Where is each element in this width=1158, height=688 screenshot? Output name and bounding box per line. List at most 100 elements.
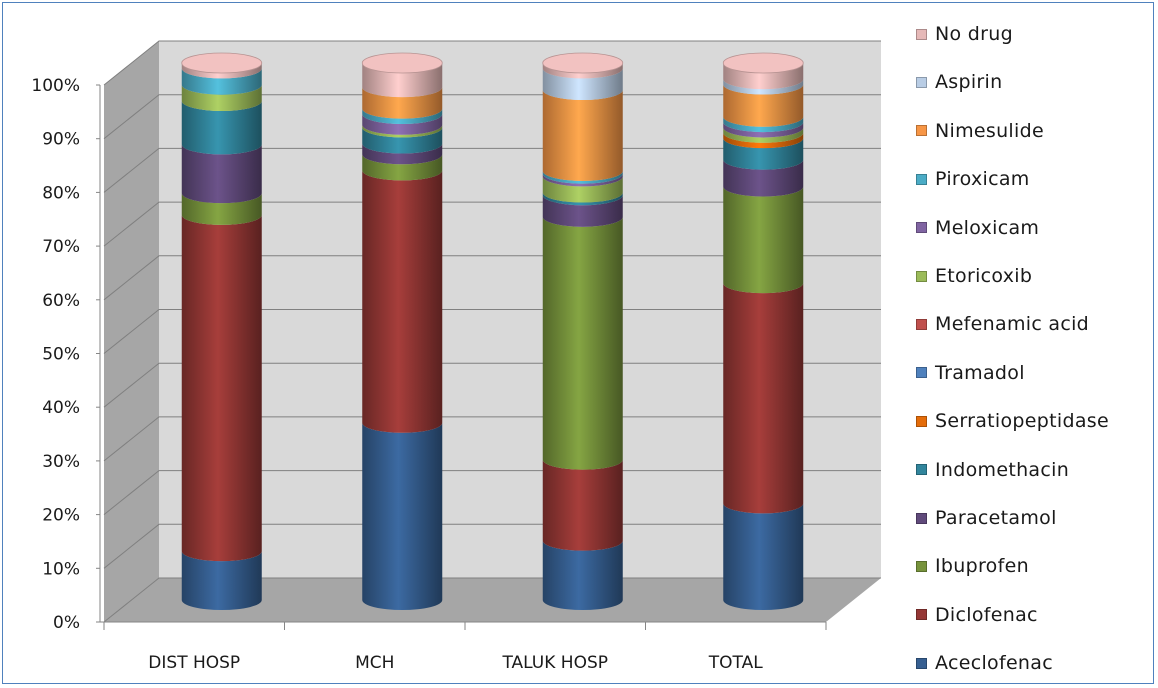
- bar-segment: [362, 108, 443, 125]
- gridline: [103, 40, 881, 86]
- bar-segment: [181, 68, 262, 95]
- x-tick-label: TALUK HOSP: [501, 653, 608, 673]
- bar-segment: [362, 114, 443, 135]
- legend-item: Meloxicam: [916, 216, 1039, 240]
- y-tick-label: 30%: [42, 452, 80, 472]
- bar-segment: [542, 173, 623, 187]
- gridline: [103, 470, 881, 515]
- bar-segment: [542, 89, 623, 181]
- legend-swatch: [916, 609, 927, 621]
- legend-label: Diclofenac: [935, 603, 1038, 626]
- legend-label: Aceclofenac: [935, 652, 1053, 675]
- legend-item: Diclofenac: [916, 603, 1038, 627]
- bar-segment: [723, 503, 804, 610]
- legend-swatch: [916, 367, 927, 379]
- y-tick-label: 100%: [31, 76, 80, 96]
- legend-swatch: [916, 415, 927, 427]
- bar-segment: [362, 143, 443, 165]
- legend-swatch: [916, 28, 927, 40]
- legend-label: Ibuprofen: [935, 555, 1029, 578]
- bar-segment: [181, 214, 262, 562]
- bar-top-cap: [722, 52, 804, 74]
- bars: [181, 52, 804, 610]
- bar-segment: [181, 551, 262, 610]
- legend-item: Mefenamic acid: [916, 312, 1089, 336]
- bar-segment: [362, 127, 443, 154]
- legend-item: Piroxicam: [916, 167, 1030, 191]
- legend-item: Ibuprofen: [916, 554, 1029, 578]
- legend-label: Indomethacin: [935, 458, 1070, 481]
- legend-label: Meloxicam: [935, 216, 1040, 239]
- bar-segment: [542, 68, 623, 100]
- gridline: [103, 416, 881, 462]
- legend-swatch: [916, 76, 927, 88]
- gridline: [103, 201, 881, 247]
- bar-segment: [542, 192, 623, 206]
- bar-segment: [362, 63, 443, 98]
- y-tick-label: 10%: [42, 559, 80, 579]
- gridlines: [103, 40, 881, 623]
- floor: [104, 578, 881, 622]
- legend-label: Piroxicam: [935, 168, 1030, 191]
- legend-item: Indomethacin: [916, 458, 1069, 482]
- legend-item: No drug: [916, 22, 1013, 46]
- x-tick-label: MCH: [355, 653, 394, 673]
- bar-top-cap: [542, 52, 624, 74]
- y-tick-label: 50%: [42, 345, 80, 365]
- bar-segment: [362, 170, 443, 433]
- legend-label: Nimesulide: [935, 119, 1044, 142]
- legend-swatch: [916, 222, 927, 234]
- bar-segment: [542, 459, 623, 551]
- legend-label: Etoricoxib: [935, 265, 1033, 287]
- bar-segment: [181, 100, 262, 155]
- gridline: [103, 94, 881, 140]
- bar-segment: [542, 540, 623, 610]
- gridline: [103, 523, 881, 569]
- legend-label: Serratiopeptidase: [935, 410, 1109, 433]
- legend-swatch: [916, 657, 927, 669]
- gridline: [103, 362, 881, 408]
- legend-item: Serratiopeptidase: [916, 409, 1109, 433]
- bar-segment: [723, 79, 804, 95]
- bar-top-cap: [181, 52, 263, 74]
- bar-segment: [542, 176, 623, 203]
- y-axis-ticks: 0% 10% 20% 30% 40% 50% 60% 70% 80% 90% 100%: [31, 76, 101, 633]
- bar-segment: [723, 84, 804, 127]
- legend-label: Paracetamol: [935, 507, 1057, 529]
- bar-segment: [362, 124, 443, 138]
- bar-segment: [362, 154, 443, 181]
- y-tick-label: 80%: [42, 183, 80, 203]
- legend-item: Tramadol: [916, 361, 1025, 385]
- legend-label: Mefenamic acid: [935, 313, 1090, 336]
- y-tick-label: 70%: [42, 237, 80, 257]
- bar-segment: [181, 84, 262, 111]
- bar-segment: [181, 63, 262, 79]
- legend-item: Aspirin: [916, 70, 1002, 94]
- legend-swatch: [916, 125, 927, 137]
- gridline: [103, 147, 881, 193]
- x-tick-label: TOTAL: [708, 653, 763, 673]
- legend-item: Paracetamol: [916, 506, 1057, 530]
- legend-swatch: [916, 464, 927, 476]
- bar-top-cap: [361, 52, 443, 74]
- bar-segment: [542, 195, 623, 227]
- bar-segment: [181, 144, 262, 204]
- y-tick-label: 60%: [42, 291, 80, 311]
- y-tick-label: 20%: [42, 506, 80, 526]
- bar-segment: [723, 159, 804, 197]
- bar-segment: [542, 216, 623, 470]
- bar-segment: [181, 193, 262, 225]
- bar-segment: [723, 63, 804, 90]
- legend-item: Etoricoxib: [916, 264, 1032, 288]
- bar-segment: [542, 170, 623, 184]
- bar-segment: [723, 132, 804, 149]
- bar-segment: [362, 422, 443, 610]
- bar-segment: [542, 63, 623, 79]
- legend-swatch: [916, 270, 927, 282]
- legend-swatch: [916, 512, 927, 524]
- bar-segment: [723, 283, 804, 514]
- y-tick-label: 0%: [53, 613, 80, 633]
- legend-label: Aspirin: [935, 71, 1003, 94]
